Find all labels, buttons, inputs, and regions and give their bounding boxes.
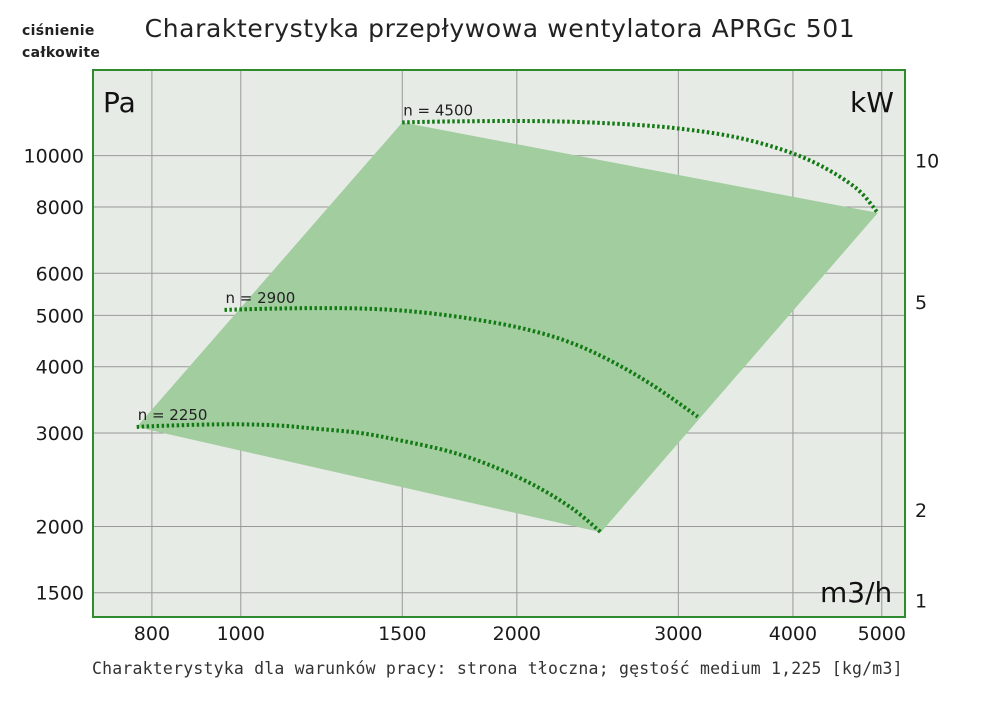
y-axis-caption-line2: całkowite <box>22 45 101 61</box>
y2-tick-label: 5 <box>915 292 927 314</box>
y2-unit-label: kW <box>850 86 894 119</box>
x-tick-label: 1500 <box>378 623 426 645</box>
chart-title: Charakterystyka przepływowa wentylatora … <box>144 14 856 43</box>
series-label: n = 2250 <box>138 406 208 424</box>
y-axis-caption-line1: ciśnienie <box>22 23 95 39</box>
series-line-n-4500 <box>402 118 880 215</box>
series-label: n = 2900 <box>226 289 296 307</box>
y-tick-label: 10000 <box>24 146 84 168</box>
y-tick-label: 8000 <box>36 197 84 219</box>
x-tick-label: 800 <box>134 623 170 645</box>
y-tick-label: 3000 <box>36 423 84 445</box>
y2-tick-label: 1 <box>915 591 927 613</box>
y-tick-label: 6000 <box>36 263 84 285</box>
fan-curves: n = 2250 n = 2900 n = 4500 <box>136 101 880 534</box>
y-axis-ticks: 1500 2000 3000 4000 5000 6000 8000 10000 <box>24 146 84 605</box>
x-tick-label: 5000 <box>858 623 906 645</box>
x-tick-label: 3000 <box>654 623 702 645</box>
plot-border <box>92 69 906 618</box>
y2-axis-ticks: 10 5 2 1 <box>915 150 939 612</box>
y-tick-label: 1500 <box>36 583 84 605</box>
y-tick-label: 2000 <box>36 516 84 538</box>
y-tick-label: 5000 <box>36 305 84 327</box>
x-tick-label: 1000 <box>217 623 265 645</box>
conditions-footnote: Charakterystyka dla warunków pracy: stro… <box>92 659 903 678</box>
x-tick-label: 4000 <box>769 623 817 645</box>
x-axis-ticks: 800 1000 1500 2000 3000 4000 5000 <box>134 623 906 645</box>
series-label: n = 4500 <box>403 101 473 119</box>
y2-tick-label: 10 <box>915 150 939 172</box>
series-line-n-2900 <box>224 306 699 419</box>
y-tick-label: 4000 <box>36 357 84 379</box>
x-tick-label: 2000 <box>493 623 541 645</box>
y2-tick-label: 2 <box>915 500 927 522</box>
x-unit-label: m3/h <box>820 576 892 609</box>
series-line-n-2250 <box>136 422 603 534</box>
y-axis-caption: ciśnienie całkowite <box>22 20 100 64</box>
y-unit-label: Pa <box>103 86 136 119</box>
